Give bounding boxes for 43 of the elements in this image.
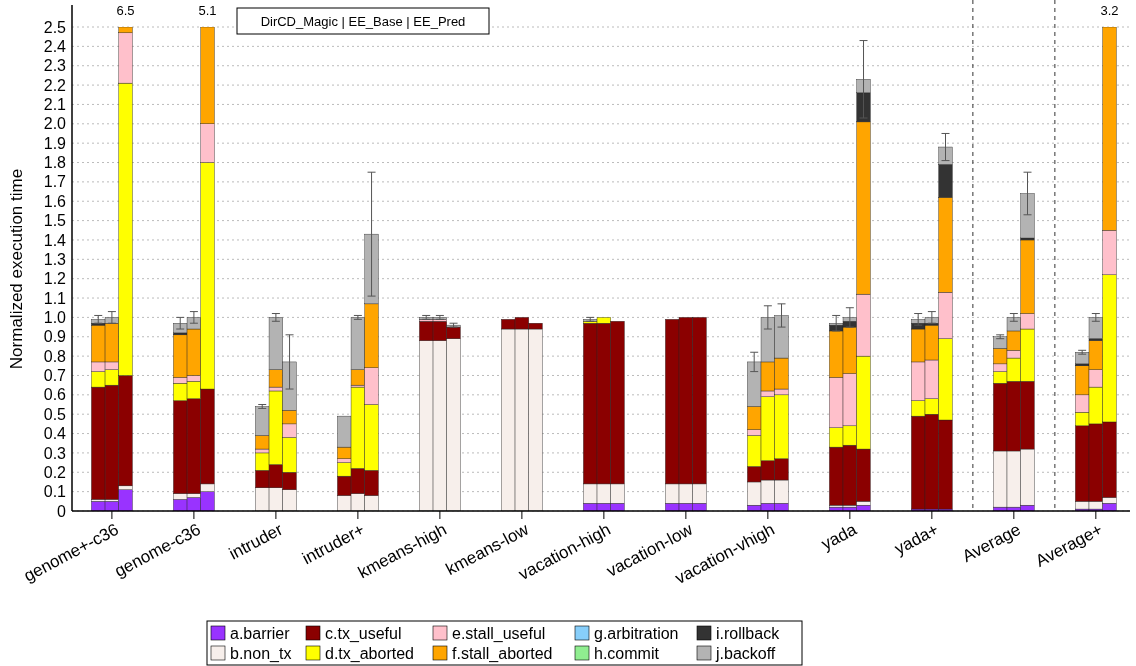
y-tick-label: 1.1 [43,289,67,307]
y-tick-label: 1.6 [43,192,67,210]
y-tick-label: 0.4 [43,425,67,443]
legend-label: d.tx_aborted [325,644,414,663]
legend-label: h.commit [594,644,660,662]
y-tick-label: 0.6 [43,386,67,404]
legend-label: i.rollback [716,624,781,642]
y-tick-label: 0.1 [43,483,67,501]
y-tick-label: 1.4 [43,231,67,249]
annotation: 5.1 [198,3,217,18]
y-tick-label: 0.5 [43,405,67,423]
y-tick-label: 2.2 [43,76,67,94]
y-tick-label: 2.0 [43,115,67,133]
y-tick-label: 0.3 [43,444,67,462]
y-tick-label: 1.2 [43,270,67,288]
y-tick-label: 0.2 [43,463,67,481]
legend-label: g.arbitration [594,624,679,642]
y-tick-label: 2.1 [43,96,67,114]
text-box: DirCD_Magic | EE_Base | EE_Pred [236,7,490,35]
legend-label: a.barrier [230,624,291,642]
annotation: 6.5 [116,3,135,18]
y-tick-label: 0.8 [43,347,67,365]
y-tick-label: 1.5 [43,212,67,230]
legend-label: j.backoff [715,644,776,662]
legend-label: f.stall_aborted [452,644,553,663]
y-tick-label: 2.5 [43,18,67,36]
y-axis-title: Normalized execution time [7,168,26,370]
y-tick-label: 2.3 [43,57,67,75]
legend-label: b.non_tx [230,644,292,663]
y-tick-label: 1.8 [43,154,67,172]
legend-label: e.stall_useful [452,624,546,643]
annotation: 3.2 [1100,3,1119,18]
y-tick-label: 1.9 [43,134,67,152]
annotation: DirCD_Magic | EE_Base | EE_Pred [260,13,466,29]
y-tick-label: 0 [57,502,67,520]
y-tick-label: 0.9 [43,328,67,346]
x-tick-label: yada [818,519,861,554]
y-tick-label: 1.7 [43,173,67,191]
y-tick-label: 1.3 [43,250,67,268]
y-tick-label: 1.0 [43,309,67,326]
y-tick-label: 0.7 [43,367,67,385]
y-tick-label: 2.4 [43,37,67,55]
legend-label: c.tx_useful [325,624,402,643]
